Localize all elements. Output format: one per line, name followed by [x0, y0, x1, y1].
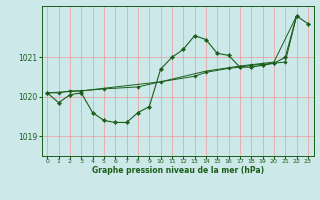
- X-axis label: Graphe pression niveau de la mer (hPa): Graphe pression niveau de la mer (hPa): [92, 166, 264, 175]
